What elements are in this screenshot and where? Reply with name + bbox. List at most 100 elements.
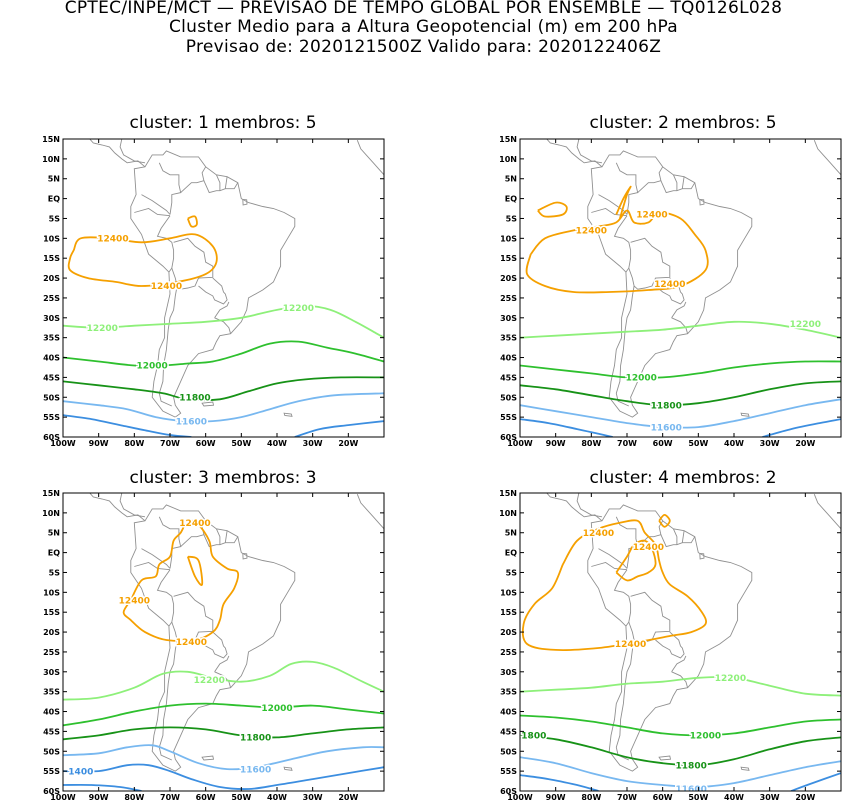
country-border [134,562,171,571]
coastline-central-america-pacific [89,493,146,522]
contour-label-11600: 11600 [651,423,682,433]
country-border [628,591,671,644]
x-tick-label: 50W [231,439,251,448]
coastline-south-america [130,150,296,418]
y-tick-label: 10N [499,155,517,164]
country-border [215,528,221,545]
contour-label-12200: 12200 [194,676,225,686]
coastline-hispaniola [613,474,633,481]
y-tick-label: 10S [43,588,60,597]
contour-label-12200: 12200 [715,674,746,684]
contour-12200 [520,676,841,697]
contour-label-12400: 12400 [151,282,182,292]
y-tick-label: 20S [500,628,517,637]
country-border [224,176,228,189]
y-tick-label: 40S [43,354,60,363]
y-tick-label: 35S [43,334,60,343]
contour-11400 [63,414,192,437]
x-tick-label: 20W [795,439,815,448]
country-border [681,530,685,543]
y-tick-label: EQ [505,195,517,204]
y-tick-label: 10N [42,509,60,518]
x-tick-label: 40W [267,439,287,448]
x-tick-label: 70W [160,439,180,448]
coastline-central-america-caribbean [119,493,146,518]
coastline-africa [813,494,841,530]
y-tick-label: 60S [43,787,60,796]
y-tick-label: 15S [500,608,517,617]
y-tick-label: 15S [43,608,60,617]
country-border [660,534,696,548]
coastline-africa [356,494,384,530]
contour-11800 [520,734,841,767]
country-border [598,548,628,569]
y-tick-label: 25S [500,294,517,303]
y-tick-label: 30S [500,314,517,323]
y-tick-label: 25S [43,648,60,657]
coastline-cuba [117,461,153,473]
y-tick-label: EQ [48,549,60,558]
contour-label-12200: 12200 [87,324,118,334]
coastline-central-america-caribbean [576,139,603,164]
contour-12400 [186,555,204,586]
contour-11600 [63,392,384,423]
contour-label-11800: 11800 [676,761,707,771]
x-tick-label: 80W [581,793,601,802]
y-tick-label: 15N [499,489,517,498]
contour-12000 [520,714,841,737]
coastline-hispaniola [156,120,176,127]
y-tick-label: 60S [43,433,60,442]
contour-label-12000: 12000 [261,704,292,714]
x-tick-label: 50W [688,439,708,448]
coastline-marajo [242,198,248,206]
y-tick-label: 20S [500,274,517,283]
y-tick-label: 15N [499,135,517,144]
contour-label-12400: 12400 [633,543,664,553]
coastline-cuba [574,107,610,119]
contour-11400 [520,418,613,437]
header-line-3: Previsao de: 2020121500Z Valido para: 20… [185,37,662,57]
country-border [628,237,671,290]
y-tick-label: 15S [43,254,60,263]
x-tick-label: 20W [795,793,815,802]
country-border [215,174,221,191]
coastline-falklands [201,755,215,761]
coastline-south-georgia [283,766,293,771]
x-tick-label: 80W [124,439,144,448]
country-border [615,639,635,761]
contour-11800 [63,376,384,402]
country-border [613,215,632,273]
contour-11400 [520,774,599,791]
contour-12400 [525,209,709,294]
panel-4-plot: 12400 12400 12400 12200 12000 11800 11800 11600… [499,474,842,802]
x-tick-label: 60W [653,793,673,802]
country-border [158,162,182,215]
country-border [156,569,175,627]
coastline-south-georgia [283,412,293,417]
y-tick-label: 50S [43,393,60,402]
coastline-marajo [242,552,248,560]
country-border [637,520,664,547]
contour-12200 [63,305,384,339]
contour-12000 [520,360,841,379]
contour-12400 [615,185,632,219]
contour-12400 [122,519,239,642]
country-border [672,174,678,191]
y-tick-label: 55S [500,413,517,422]
country-border [660,180,696,194]
x-tick-label: 90W [89,793,109,802]
x-tick-label: 40W [724,439,744,448]
y-tick-label: 15N [42,135,60,144]
y-tick-label: 10S [500,234,517,243]
coastline-central-america-caribbean [576,493,603,518]
country-border [141,548,171,569]
panel-4-title: cluster: 4 membros: 2 [589,468,777,488]
y-tick-label: 5S [49,568,61,577]
x-tick-label: 20W [338,439,358,448]
x-tick-label: 100W [50,439,76,448]
coastline-africa [356,140,384,176]
contour-label-12400: 12400 [97,235,128,245]
coastline-cuba [117,107,153,119]
coastline-africa [813,140,841,176]
header-line-1: CPTEC/INPE/MCT — PREVISAO DE TEMPO GLOBA… [64,0,783,18]
